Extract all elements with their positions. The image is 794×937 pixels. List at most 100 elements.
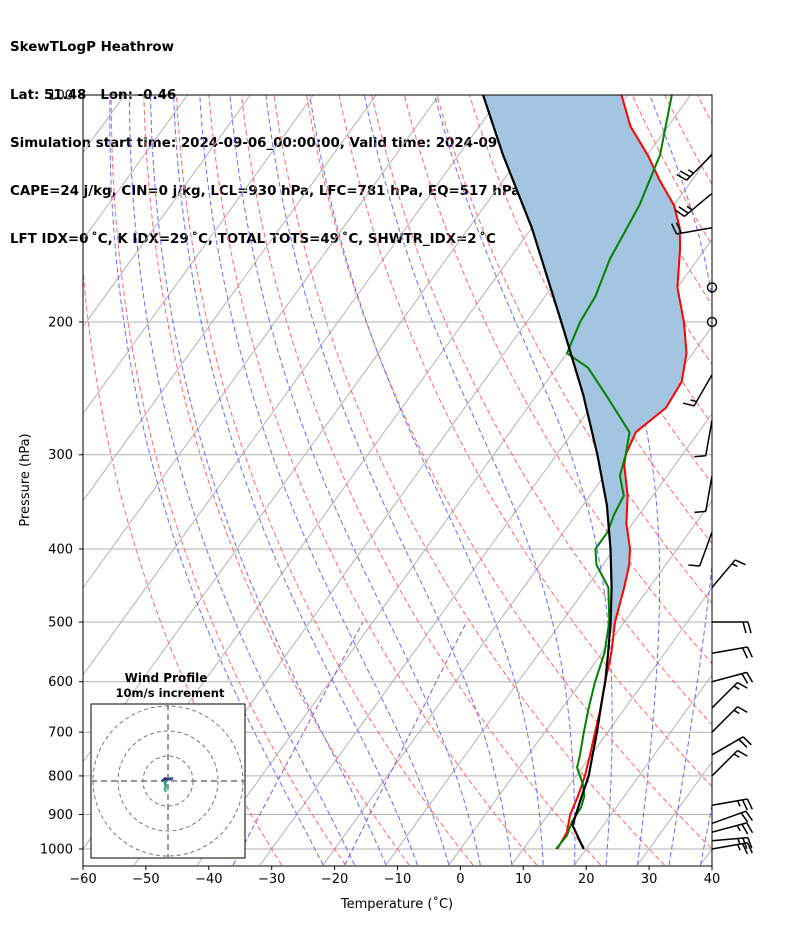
isotherm-10 (511, 586, 712, 866)
wind-barb-flag (741, 799, 749, 811)
wind-barb-calm (706, 282, 718, 293)
wind-barb-shaft (711, 559, 736, 589)
hodograph-subtitle: 10m/s increment (116, 686, 225, 700)
wind-barb-shaft (711, 749, 738, 777)
moist-adiabat (199, 95, 450, 866)
chart-header: SkewTLogP Heathrow Lat: 51.48 Lon: -0.46… (10, 8, 621, 264)
y-tick-label: 400 (48, 542, 73, 557)
wind-barb-flag (746, 646, 753, 658)
isotherm--110 (83, 95, 314, 415)
wind-barb-halfflag (686, 205, 693, 211)
wind-barb-shaft (711, 646, 748, 654)
wind-barb-flag (738, 738, 748, 748)
wind-barb-flag (737, 706, 748, 714)
wind-barb-flag (742, 736, 752, 746)
y-axis-label: Pressure (hPa) (18, 433, 33, 526)
isotherm-20 (574, 674, 712, 866)
wind-barbs (671, 154, 754, 855)
dry-adiabat (273, 95, 665, 866)
wind-barb-flag (746, 798, 753, 810)
wind-barb-flag (676, 173, 687, 181)
wind-barb-halfflag (736, 825, 741, 832)
wind-barb-shaft (711, 736, 744, 756)
wind-barb-flag (671, 223, 678, 235)
parcel-line (482, 95, 613, 850)
wind-barb-halfflag (733, 709, 740, 715)
moist-adiabat (150, 95, 387, 866)
wind-barb-shaft (711, 798, 748, 807)
y-tick-label: 1000 (40, 843, 73, 858)
isotherm--80 (83, 95, 503, 676)
moist-adiabat (229, 95, 481, 866)
wind-barb-shaft (683, 192, 713, 217)
stability-line: CAPE=24 j/kg, CIN=0 j/kg, LCL=930 hPa, L… (10, 184, 521, 199)
dry-adiabat (110, 95, 346, 866)
dry-adiabat (306, 95, 712, 850)
x-tick-label: 30 (641, 872, 658, 887)
isotherm--130 (83, 95, 188, 241)
y-tick-label: 900 (48, 808, 73, 823)
isotherm--100 (83, 95, 377, 502)
wind-barb-shaft (705, 420, 713, 456)
moist-adiabat (265, 95, 513, 866)
x-tick-label: −40 (195, 872, 222, 887)
x-tick-label: 20 (578, 872, 595, 887)
y-tick-label: 700 (48, 726, 73, 741)
wind-barb-flag (746, 672, 754, 683)
isotherm-40 (700, 848, 712, 866)
y-tick-label: 500 (48, 616, 73, 631)
isotherm--120 (83, 95, 251, 328)
wind-barb-flag (694, 454, 706, 458)
moist-adiabat (700, 802, 712, 866)
moist-adiabat (434, 95, 613, 866)
isotherm--90 (83, 95, 440, 589)
mixing-ratio-line (232, 621, 364, 866)
x-tick-label: −10 (384, 872, 411, 887)
dry-adiabat (762, 95, 794, 865)
wind-barb-flag (741, 673, 749, 684)
dry-adiabat (208, 95, 538, 866)
dry-adiabat (371, 95, 712, 726)
index-line: LFT IDX=0 ˚C, K IDX=29 ˚C, TOTAL TOTS=49… (10, 232, 496, 247)
wind-barb-flag (746, 822, 754, 834)
wind-barb-flag (734, 559, 746, 566)
wind-barb-flag (741, 843, 749, 855)
x-tick-label: 40 (704, 872, 721, 887)
dry-adiabat (534, 95, 712, 425)
wind-barb-flag (745, 810, 754, 821)
x-axis-label: Temperature (˚C) (340, 896, 453, 912)
moist-adiabat (173, 95, 418, 866)
mixing-ratio-line (344, 621, 468, 866)
wind-barb-flag (747, 837, 753, 849)
x-tick-label: −30 (258, 872, 285, 887)
wind-barb-shaft (686, 154, 713, 181)
wind-barb-flag (678, 206, 689, 214)
wind-barb-flag (742, 837, 748, 849)
wind-barb-halfflag (736, 800, 741, 807)
moist-adiabat (309, 95, 544, 866)
wind-barb-shaft (711, 842, 748, 850)
wind-barb-halfflag (690, 399, 697, 403)
dry-adiabat (83, 263, 283, 866)
wind-barb-shaft (676, 227, 713, 235)
cape-area (483, 95, 687, 633)
hodograph (91, 704, 245, 858)
wind-barb-halfflag (737, 838, 741, 845)
wind-barb-flag (737, 749, 748, 757)
wind-barb-flag (740, 812, 749, 823)
wind-barb-flag (679, 170, 691, 178)
wind-barb-shaft (711, 836, 748, 842)
dry-adiabat (436, 95, 712, 605)
wind-barb-flag (688, 564, 700, 567)
wind-barb-flag (742, 621, 747, 634)
dry-adiabat (175, 95, 474, 866)
hodograph-ring (117, 730, 219, 832)
wind-barb-shaft (711, 810, 747, 825)
wind-barb-shaft (711, 681, 738, 709)
y-tick-label: 600 (48, 675, 73, 690)
y-tick-label: 200 (48, 315, 73, 330)
wind-barb-halfflag (736, 844, 741, 851)
wind-barb-halfflag (731, 563, 738, 568)
x-tick-label: −50 (132, 872, 159, 887)
